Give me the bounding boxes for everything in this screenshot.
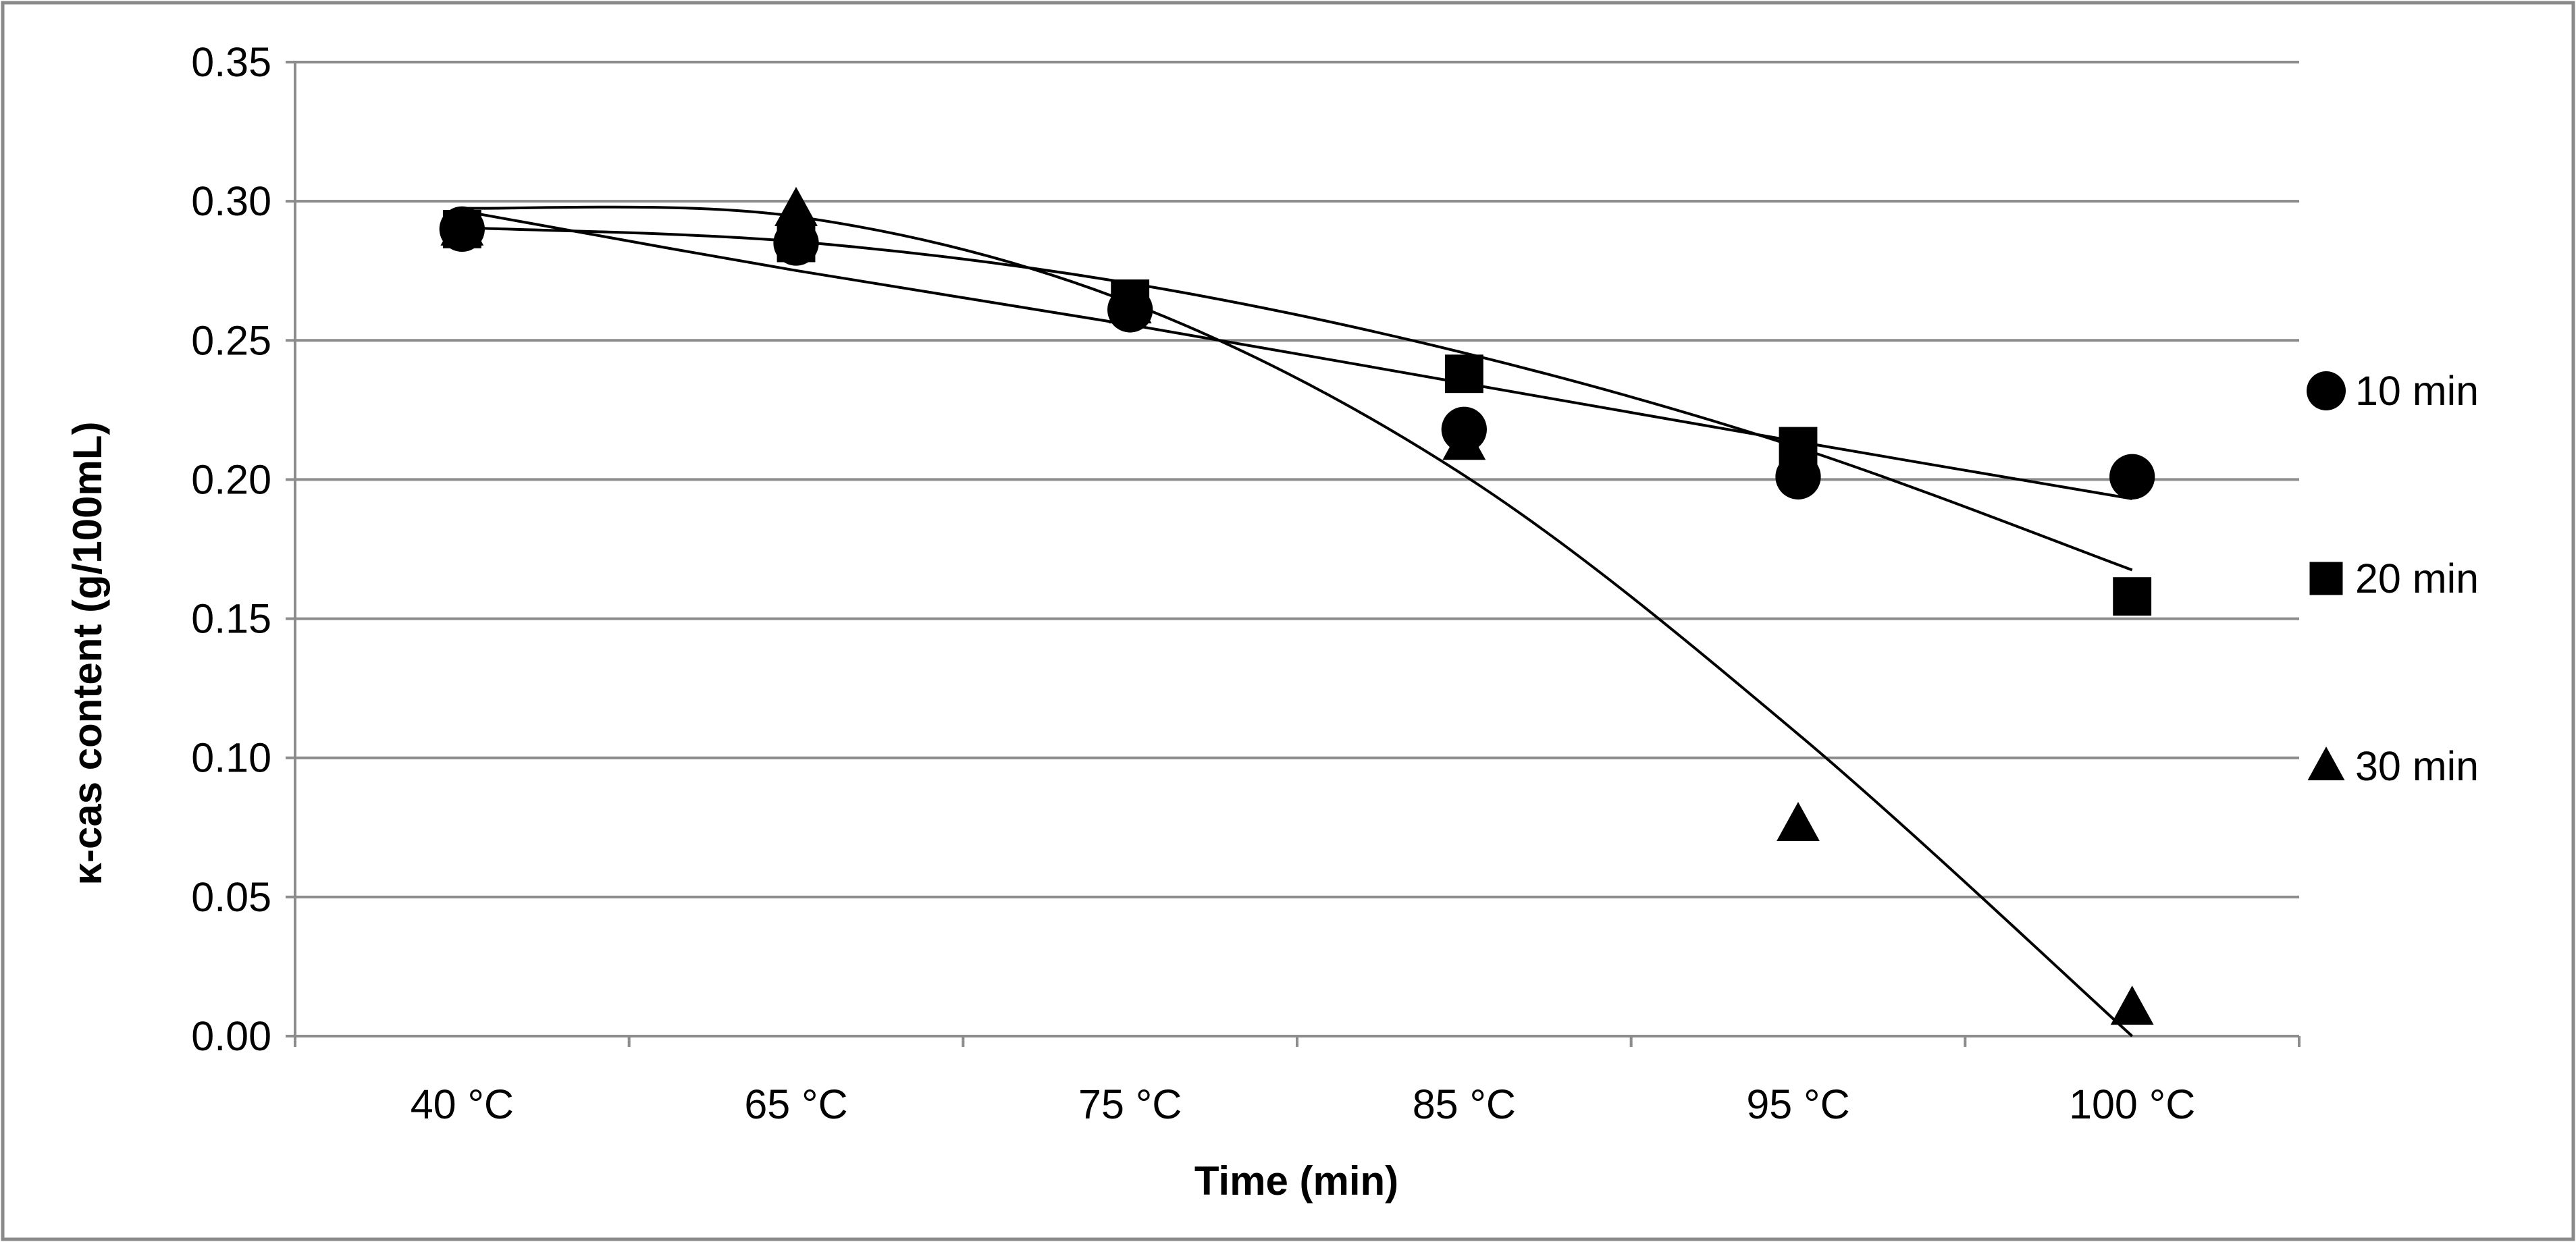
tick-labels: 0.00 0.05 0.10 0.15 0.20 0.25 0.30 0.35 40 °C 65 … (191, 39, 2195, 1127)
data-points (439, 186, 2155, 1025)
y-tick-label: 0.25 (191, 317, 271, 363)
legend-label: 30 min (2355, 743, 2479, 789)
legend-marker-circle (2307, 371, 2346, 410)
y-tick-label: 0.05 (191, 874, 271, 920)
point-10-min (439, 206, 485, 252)
trendline-10-min (461, 209, 2133, 500)
x-tick-label: 100 °C (2069, 1081, 2195, 1127)
x-tick-label: 65 °C (744, 1081, 847, 1127)
legend-label: 20 min (2355, 556, 2479, 601)
y-tick-label: 0.35 (191, 39, 271, 85)
legend-marker-triangle (2307, 747, 2345, 780)
legend-marker-square (2309, 562, 2343, 595)
legend-item: 20 min (2309, 556, 2479, 601)
point-30-min (1777, 802, 1820, 842)
legend-label: 10 min (2355, 368, 2479, 414)
point-10-min (773, 220, 819, 266)
point-30-min (2110, 986, 2154, 1025)
y-tick-label: 0.15 (191, 596, 271, 642)
gridlines (295, 61, 2299, 898)
x-tick-label: 40 °C (411, 1081, 514, 1127)
point-30-min (774, 186, 818, 226)
y-tick-label: 0.30 (191, 178, 271, 224)
legend-item: 10 min (2307, 368, 2479, 414)
trendlines (461, 205, 2134, 1037)
legend: 10 min 20 min 30 min (2307, 368, 2479, 789)
y-tick-label: 0.10 (191, 735, 271, 781)
axes (286, 61, 2301, 1047)
point-10-min (1441, 406, 1487, 452)
point-10-min (1107, 287, 1153, 333)
x-tick-label: 85 °C (1413, 1081, 1516, 1127)
legend-item: 30 min (2307, 743, 2479, 789)
point-20-min (1444, 354, 1483, 394)
x-tick-label: 75 °C (1078, 1081, 1182, 1127)
y-axis-title: κ-cas content (g/100mL) (65, 422, 110, 886)
point-10-min (2109, 454, 2155, 500)
x-axis-title: Time (min) (1194, 1158, 1398, 1204)
y-tick-label: 0.00 (191, 1013, 271, 1059)
point-10-min (1775, 454, 1821, 500)
point-20-min (2113, 577, 2152, 616)
x-tick-label: 95 °C (1746, 1081, 1849, 1127)
trendline-30-min (462, 205, 2134, 1037)
trendline-20-min (462, 226, 2133, 572)
y-tick-label: 0.20 (191, 456, 271, 502)
